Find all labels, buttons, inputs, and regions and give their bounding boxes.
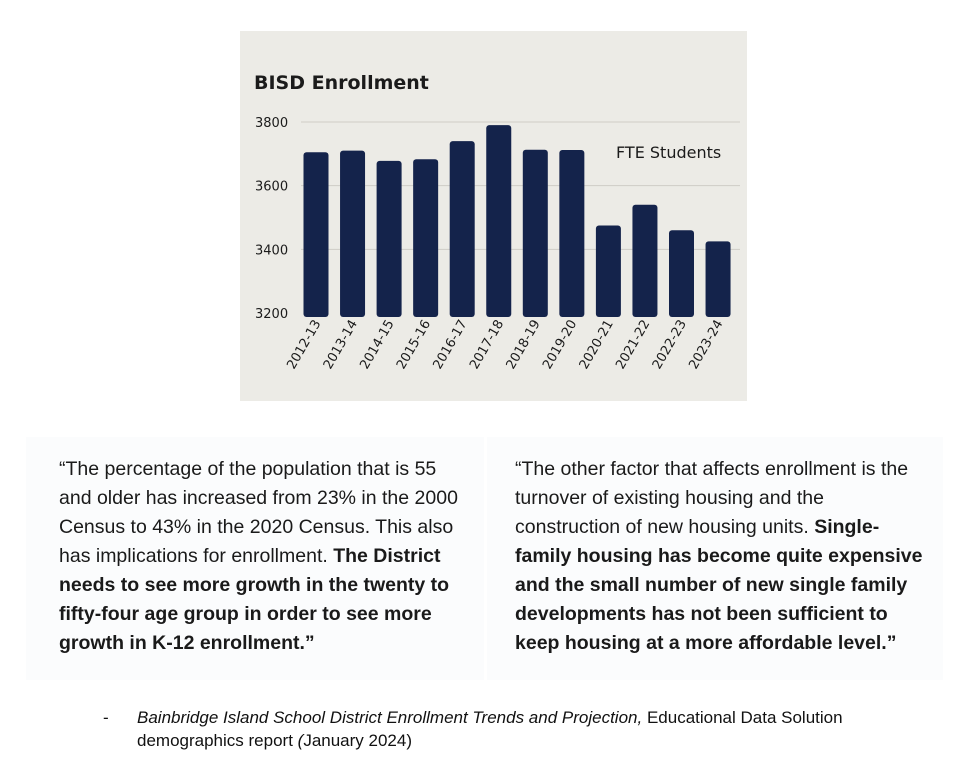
bar-2017-18 xyxy=(486,125,512,317)
bar-2019-20 xyxy=(559,150,585,317)
x-tick-label: 2017-18 xyxy=(467,318,507,373)
bar-chart: BISD Enrollment 3200 3400 3600 3800 2012-13… xyxy=(254,72,740,373)
citation-source: Educational Data Solution demographics r… xyxy=(137,708,843,750)
chart-panel: BISD Enrollment 3200 3400 3600 3800 2012-13… xyxy=(240,31,747,401)
citation-date: January 2024) xyxy=(303,731,412,750)
x-axis-ticks: 2012-132013-142014-152015-162016-172017-… xyxy=(284,318,726,373)
bar-2013-14 xyxy=(340,150,366,317)
x-tick-label: 2013-14 xyxy=(321,318,361,373)
right-quote: “The other factor that affects enrollmen… xyxy=(515,455,931,658)
x-tick-label: 2022-23 xyxy=(650,318,690,373)
x-tick-label: 2018-19 xyxy=(504,318,544,373)
citation-paren: ( xyxy=(297,731,304,750)
bar-2020-21 xyxy=(595,225,621,317)
right-quote-plain: “The other factor that affects enrollmen… xyxy=(515,458,909,538)
bars xyxy=(303,125,731,317)
left-quote-bold: The District needs to see more growth in… xyxy=(59,545,450,654)
x-tick-label: 2015-16 xyxy=(394,318,434,373)
bar-2015-16 xyxy=(413,159,439,317)
left-quote-plain: “The percentage of the population that i… xyxy=(59,458,458,567)
bar-2014-15 xyxy=(376,160,402,317)
y-tick-label: 3600 xyxy=(255,180,288,195)
left-quote-box xyxy=(26,437,484,680)
bar-2012-13 xyxy=(303,152,329,317)
citation-text: Bainbridge Island School District Enroll… xyxy=(137,706,927,752)
bar-2016-17 xyxy=(449,141,475,317)
chart-title: BISD Enrollment xyxy=(254,72,429,94)
x-tick-label: 2019-20 xyxy=(540,318,580,373)
y-tick-label: 3800 xyxy=(255,116,288,131)
bar-2018-19 xyxy=(522,149,548,317)
bar-2021-22 xyxy=(632,204,658,317)
x-tick-label: 2012-13 xyxy=(284,318,324,373)
y-axis-ticks: 3200 3400 3600 3800 xyxy=(255,116,288,322)
citation-dash: - xyxy=(103,708,109,727)
citation-title: Bainbridge Island School District Enroll… xyxy=(137,708,643,727)
right-quote-bold: Single-family housing has become quite e… xyxy=(515,516,923,654)
bar-2022-23 xyxy=(669,230,694,317)
y-tick-label: 3400 xyxy=(255,243,288,258)
gridlines xyxy=(301,121,740,250)
x-tick-label: 2016-17 xyxy=(431,318,471,373)
x-tick-label: 2021-22 xyxy=(613,318,653,373)
x-tick-label: 2023-24 xyxy=(686,318,726,373)
series-label: FTE Students xyxy=(616,143,721,162)
right-quote-box xyxy=(487,437,943,680)
left-quote: “The percentage of the population that i… xyxy=(59,455,471,658)
x-tick-label: 2014-15 xyxy=(357,318,397,373)
bar-2023-24 xyxy=(705,241,731,317)
x-tick-label: 2020-21 xyxy=(577,318,617,373)
y-tick-label: 3200 xyxy=(255,307,288,322)
